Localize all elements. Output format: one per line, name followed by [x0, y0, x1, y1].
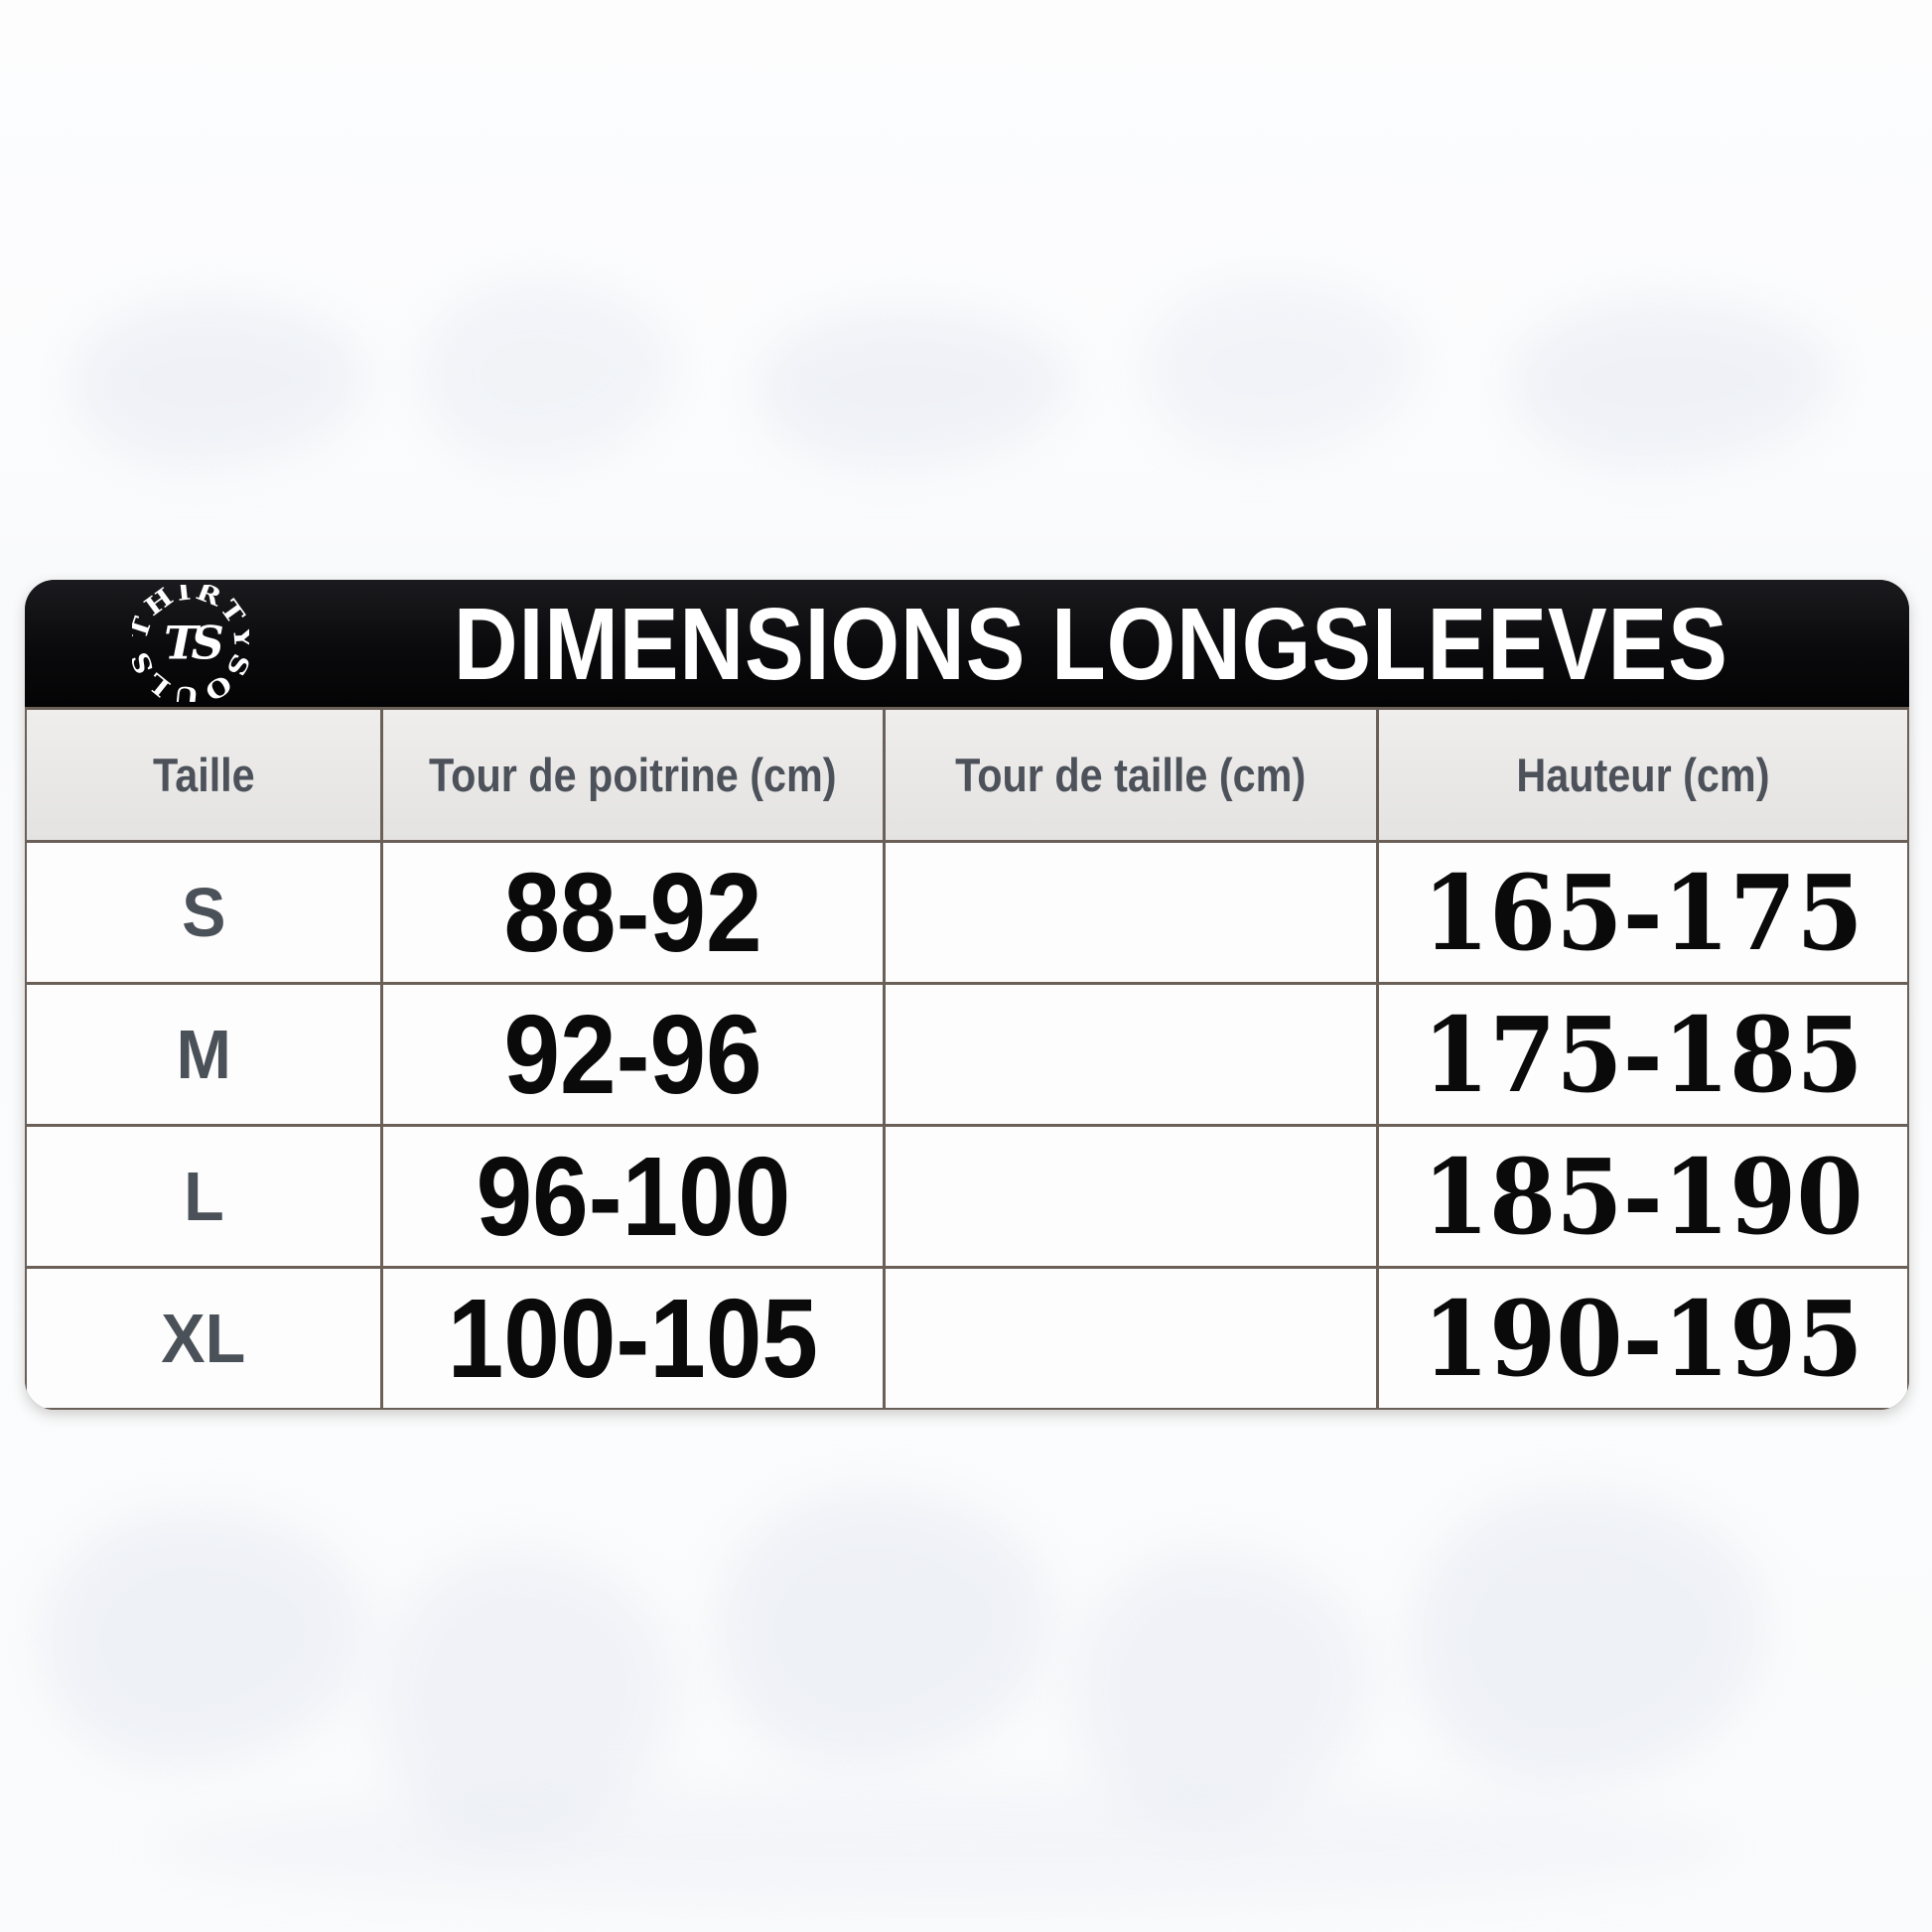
column-header-poitrine: Tour de poitrine (cm) [383, 710, 883, 840]
size-label: L [183, 1158, 224, 1235]
chest-value: 100-105 [447, 1276, 819, 1401]
column-header-label: Hauteur (cm) [1516, 749, 1770, 801]
column-header-taille: Taille [27, 710, 380, 840]
height-value: 190-195 [1423, 1277, 1863, 1400]
table-row-s-height-cell: 165-175 [1379, 843, 1907, 982]
column-header-hauteur: Hauteur (cm) [1379, 710, 1907, 840]
watermark-blob [1072, 1549, 1370, 1827]
table-row-m-waist-cell [886, 985, 1376, 1124]
page-title: DIMENSIONS LONGSLEEVES [454, 586, 1728, 701]
size-label: XL [161, 1300, 246, 1377]
watermark-blob [417, 278, 675, 467]
watermark-blob [1509, 298, 1837, 467]
table-row-xl-height-cell: 190-195 [1379, 1269, 1907, 1408]
title-wrap: DIMENSIONS LONGSLEEVES [25, 593, 1909, 695]
table-row-s-waist-cell [886, 843, 1376, 982]
height-value: 165-175 [1423, 851, 1863, 974]
table-row-xl-waist-cell [886, 1269, 1376, 1408]
watermark-blob [715, 1489, 1052, 1767]
size-chart: THIRTYSOULS TS DIMENSIONS LONGSLEEVES Ta… [25, 580, 1909, 1410]
height-value: 175-185 [1423, 993, 1863, 1116]
watermark-blob [69, 298, 367, 467]
table-row-s-chest-cell: 88-92 [383, 843, 883, 982]
size-grid: Taille Tour de poitrine (cm) Tour de tai… [25, 707, 1909, 1410]
table-row-s-size-cell: S [27, 843, 380, 982]
column-header-tour-de-taille: Tour de taille (cm) [886, 710, 1376, 840]
table-row-m-chest-cell: 92-96 [383, 985, 883, 1124]
watermark-blob [755, 308, 1072, 467]
size-label: S [181, 874, 226, 951]
column-header-label: Tour de taille (cm) [955, 749, 1307, 801]
watermark-blob [1410, 1489, 1767, 1787]
brand-logo: THIRTYSOULS TS [132, 585, 249, 702]
table-row-l-chest-cell: 96-100 [383, 1127, 883, 1266]
size-label: M [176, 1016, 231, 1093]
watermark-blob [1142, 278, 1420, 457]
table-row-l-height-cell: 185-190 [1379, 1127, 1907, 1266]
chart-title-bar: THIRTYSOULS TS DIMENSIONS LONGSLEEVES [25, 580, 1909, 707]
column-header-label: Taille [152, 749, 255, 801]
table-row-xl-size-cell: XL [27, 1269, 380, 1408]
height-value: 185-190 [1423, 1135, 1863, 1258]
table-row-m-height-cell: 175-185 [1379, 985, 1907, 1124]
brand-logo-monogram: TS [164, 617, 222, 670]
table-row-xl-chest-cell: 100-105 [383, 1269, 883, 1408]
chest-value: 96-100 [476, 1134, 790, 1259]
table-row-m-size-cell: M [27, 985, 380, 1124]
table-row-l-waist-cell [886, 1127, 1376, 1266]
watermark-blob [40, 1509, 367, 1767]
chest-value: 92-96 [503, 992, 762, 1117]
chest-value: 88-92 [503, 850, 762, 975]
column-header-label: Tour de poitrine (cm) [429, 749, 837, 801]
watermark-blob [149, 1787, 1737, 1906]
table-row-l-size-cell: L [27, 1127, 380, 1266]
